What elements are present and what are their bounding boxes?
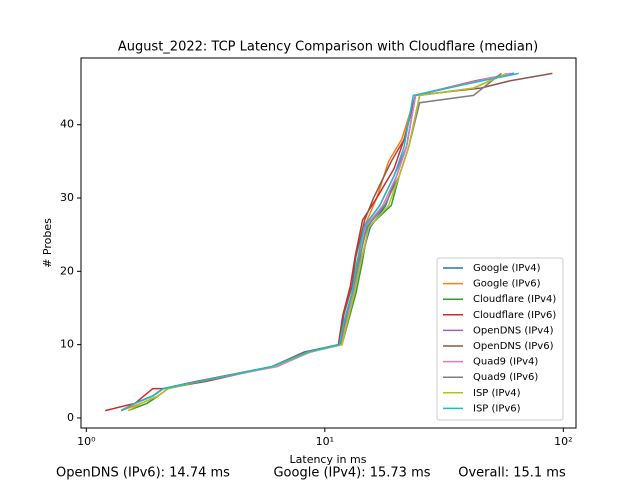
legend-label: Cloudflare (IPv6) — [473, 310, 556, 321]
series-line — [127, 72, 508, 412]
plot-frame — [80, 57, 577, 429]
legend-label: Google (IPv4) — [473, 263, 541, 274]
y-tick-label: 0 — [67, 411, 74, 424]
y-tick-label: 30 — [60, 191, 74, 204]
x-axis-label: Latency in ms — [290, 453, 367, 466]
legend-label: OpenDNS (IPv4) — [473, 325, 554, 336]
legend-label: Google (IPv6) — [473, 279, 541, 290]
y-tick-label: 40 — [60, 118, 74, 131]
y-axis-label: # Probes — [41, 218, 54, 268]
x-tick-label: 10¹ — [316, 435, 334, 448]
legend-label: Cloudflare (IPv4) — [473, 294, 556, 305]
series-line — [120, 72, 519, 412]
legend-label: OpenDNS (IPv6) — [473, 341, 554, 352]
legend-label: ISP (IPv6) — [473, 403, 521, 414]
annotation: Overall: 15.1 ms — [458, 466, 566, 480]
annotation: OpenDNS (IPv6): 14.74 ms — [56, 466, 230, 480]
legend-label: Quad9 (IPv4) — [473, 357, 538, 368]
annotation: Google (IPv4): 15.73 ms — [273, 466, 430, 480]
chart-title: August_2022: TCP Latency Comparison with… — [118, 40, 538, 55]
x-tick-label: 10² — [554, 435, 572, 448]
legend-label: Quad9 (IPv6) — [473, 372, 538, 383]
y-tick-label: 20 — [60, 264, 74, 277]
y-tick-label: 10 — [60, 338, 74, 351]
x-tick-label: 10⁰ — [77, 435, 96, 448]
legend-box — [436, 257, 564, 421]
legend-label: ISP (IPv4) — [473, 388, 521, 399]
